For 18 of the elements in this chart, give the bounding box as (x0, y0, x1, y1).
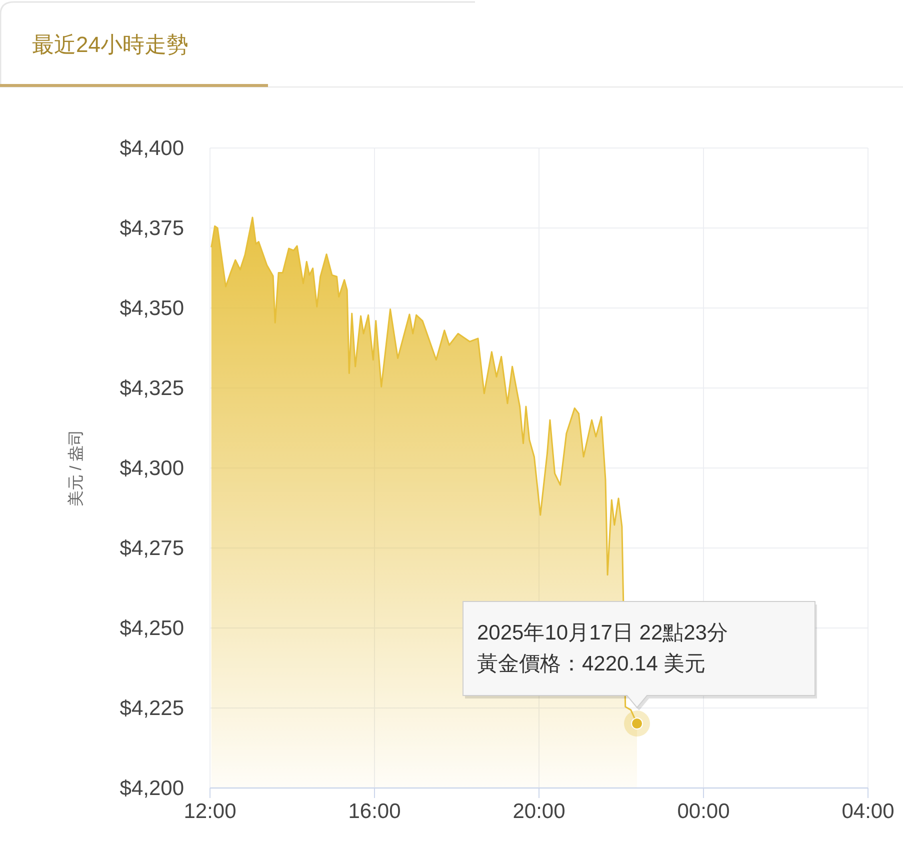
y-tick-label: $4,350 (120, 297, 184, 320)
y-tick-label: $4,375 (120, 217, 184, 240)
y-tick-label: $4,225 (120, 697, 184, 720)
x-tick-label: 16:00 (348, 800, 401, 823)
x-tick-label: 00:00 (677, 800, 730, 823)
x-tick-label: 20:00 (512, 800, 566, 823)
y-tick-label: $4,200 (120, 777, 184, 800)
annotation: 2025年10月17日 22點23分 (477, 622, 728, 645)
y-tick-label: $4,300 (120, 457, 184, 480)
annotation: 黃金價格：4220.14 美元 (477, 652, 706, 676)
x-tick-label: 04:00 (842, 800, 894, 823)
y-axis-title: 美元 / 盎司 (67, 429, 85, 507)
y-tick-label: $4,250 (120, 617, 184, 640)
title: 最近24小時走勢 (32, 32, 188, 57)
y-tick-label: $4,275 (120, 537, 184, 560)
y-tick-label: $4,400 (120, 137, 184, 160)
y-tick-label: $4,325 (120, 377, 184, 400)
x-tick-label: 12:00 (184, 800, 236, 823)
